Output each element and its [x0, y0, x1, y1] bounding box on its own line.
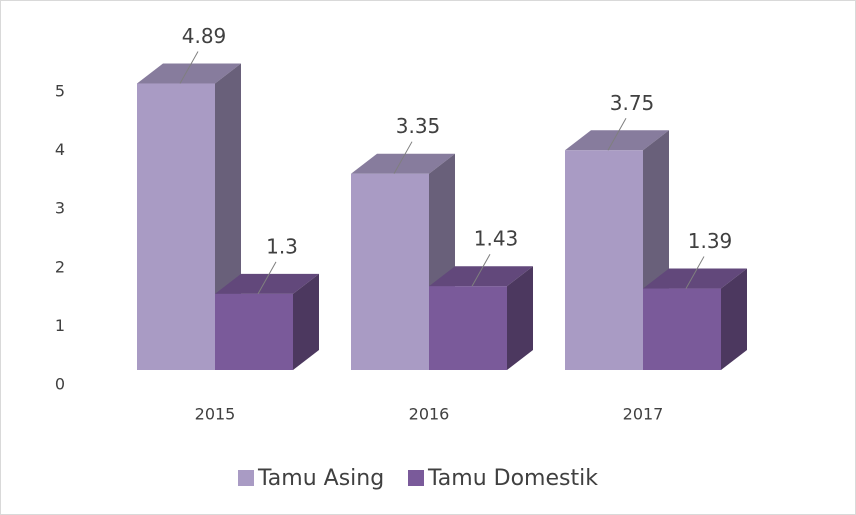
legend-label: Tamu Asing [257, 466, 384, 491]
value-label: 4.89 [182, 24, 227, 48]
value-label: 1.39 [688, 229, 733, 253]
leader-line [471, 253, 491, 287]
bar-top [429, 266, 533, 287]
x-tick-label: 2015 [195, 405, 236, 424]
bar-top [215, 273, 319, 294]
leader-line [179, 51, 199, 84]
y-tick-label: 1 [55, 316, 65, 335]
value-label: 1.3 [266, 234, 298, 258]
y-tick-label: 3 [55, 199, 65, 218]
bar-side [721, 268, 747, 370]
legend-swatch [238, 470, 254, 486]
value-label: 1.43 [474, 227, 519, 251]
leader-line [607, 118, 627, 151]
y-tick-label: 2 [55, 257, 65, 276]
y-tick-label: 4 [55, 140, 65, 159]
bar [215, 293, 293, 370]
bar [429, 286, 507, 370]
bar [643, 288, 721, 370]
value-label: 3.75 [610, 91, 655, 115]
value-label: 3.35 [396, 114, 441, 138]
bar-top [137, 63, 241, 84]
x-tick-label: 2017 [623, 405, 664, 424]
y-tick-label: 5 [55, 82, 65, 101]
bar [351, 173, 429, 370]
bar [137, 83, 215, 371]
bar-side [507, 266, 533, 370]
leader-line [393, 141, 413, 174]
leader-line [685, 256, 705, 289]
y-tick-label: 0 [55, 375, 65, 394]
bar-side [293, 273, 319, 370]
legend-swatch [408, 470, 424, 486]
legend-label: Tamu Domestik [427, 466, 598, 491]
bar [565, 150, 643, 370]
bar-top [351, 153, 455, 174]
x-tick-label: 2016 [409, 405, 450, 424]
leader-line [257, 261, 277, 295]
bar-top [565, 130, 669, 151]
bar-top [643, 268, 747, 289]
